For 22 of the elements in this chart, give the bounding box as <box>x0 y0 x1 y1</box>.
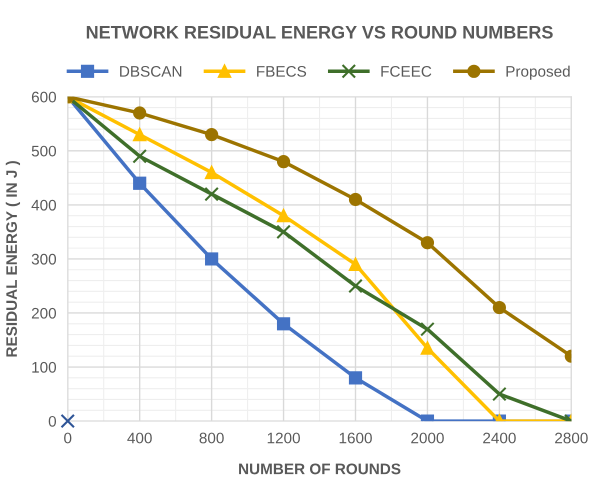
x-tick-label: 1200 <box>268 432 300 444</box>
x-tick-label: 2000 <box>411 432 444 444</box>
y-tick-label: 200 <box>32 308 56 319</box>
legend-label: DBSCAN <box>120 66 182 77</box>
y-axis-title: RESIDUAL ENERGY ( IN J ) <box>6 161 20 357</box>
legend-label: FBECS <box>257 66 306 77</box>
y-tick-label: 0 <box>48 416 56 427</box>
y-tick-label: 500 <box>32 146 56 157</box>
legend-label: Proposed <box>506 66 570 80</box>
chart-title: NETWORK RESIDUAL ENERGY VS ROUND NUMBERS <box>86 26 553 39</box>
x-tick-label: 0 <box>64 432 72 444</box>
legend-label: FCEEC <box>381 66 432 77</box>
x-tick-label: 2800 <box>555 432 588 444</box>
x-axis-title: NUMBER OF ROUNDS <box>239 464 400 474</box>
y-tick-label: 400 <box>31 200 56 211</box>
y-tick-label: 100 <box>32 362 56 373</box>
x-tick-label: 400 <box>127 432 152 444</box>
x-tick-label: 2400 <box>483 432 516 444</box>
x-tick-label: 800 <box>200 432 224 444</box>
y-tick-label: 600 <box>32 92 56 102</box>
y-tick-label: 300 <box>32 254 56 265</box>
x-tick-label: 1600 <box>340 432 372 444</box>
